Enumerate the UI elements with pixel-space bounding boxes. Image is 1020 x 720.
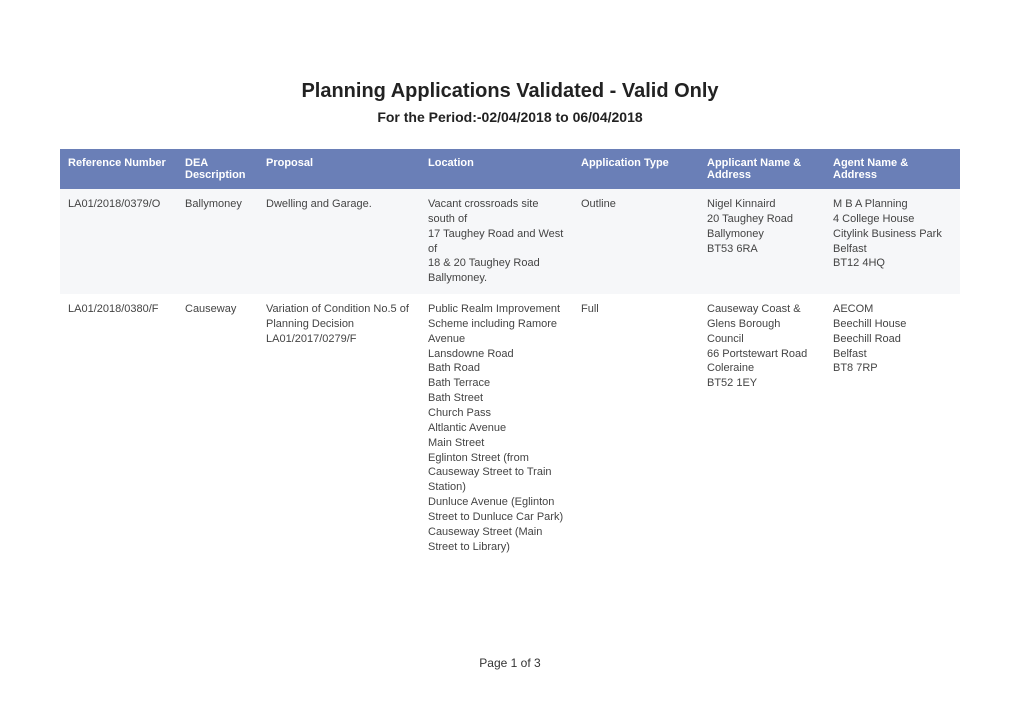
page-subtitle: For the Period:-02/04/2018 to 06/04/2018 bbox=[60, 109, 960, 125]
page-title: Planning Applications Validated - Valid … bbox=[60, 80, 960, 103]
th-dea: DEA Description bbox=[177, 149, 258, 189]
table-header-row: Reference Number DEA Description Proposa… bbox=[60, 149, 960, 189]
cell-applicant: Nigel Kinnaird 20 Taughey Road Ballymone… bbox=[699, 189, 825, 294]
table-row: LA01/2018/0379/O Ballymoney Dwelling and… bbox=[60, 189, 960, 294]
cell-agent: M B A Planning 4 College House Citylink … bbox=[825, 189, 960, 294]
cell-proposal: Variation of Condition No.5 of Planning … bbox=[258, 294, 420, 562]
table-body: LA01/2018/0379/O Ballymoney Dwelling and… bbox=[60, 189, 960, 562]
cell-location: Public Realm Improvement Scheme includin… bbox=[420, 294, 573, 562]
th-location: Location bbox=[420, 149, 573, 189]
cell-agent: AECOM Beechill House Beechill Road Belfa… bbox=[825, 294, 960, 562]
cell-apptype: Outline bbox=[573, 189, 699, 294]
page: Planning Applications Validated - Valid … bbox=[0, 0, 1020, 720]
table-head: Reference Number DEA Description Proposa… bbox=[60, 149, 960, 189]
table-row: LA01/2018/0380/F Causeway Variation of C… bbox=[60, 294, 960, 562]
cell-location: Vacant crossroads site south of 17 Taugh… bbox=[420, 189, 573, 294]
cell-proposal: Dwelling and Garage. bbox=[258, 189, 420, 294]
applications-table: Reference Number DEA Description Proposa… bbox=[60, 149, 960, 562]
th-applicant: Applicant Name & Address bbox=[699, 149, 825, 189]
cell-apptype: Full bbox=[573, 294, 699, 562]
cell-ref: LA01/2018/0380/F bbox=[60, 294, 177, 562]
cell-applicant: Causeway Coast & Glens Borough Council 6… bbox=[699, 294, 825, 562]
th-agent: Agent Name & Address bbox=[825, 149, 960, 189]
th-apptype: Application Type bbox=[573, 149, 699, 189]
cell-dea: Ballymoney bbox=[177, 189, 258, 294]
th-proposal: Proposal bbox=[258, 149, 420, 189]
th-ref: Reference Number bbox=[60, 149, 177, 189]
cell-dea: Causeway bbox=[177, 294, 258, 562]
cell-ref: LA01/2018/0379/O bbox=[60, 189, 177, 294]
page-footer: Page 1 of 3 bbox=[0, 656, 1020, 670]
